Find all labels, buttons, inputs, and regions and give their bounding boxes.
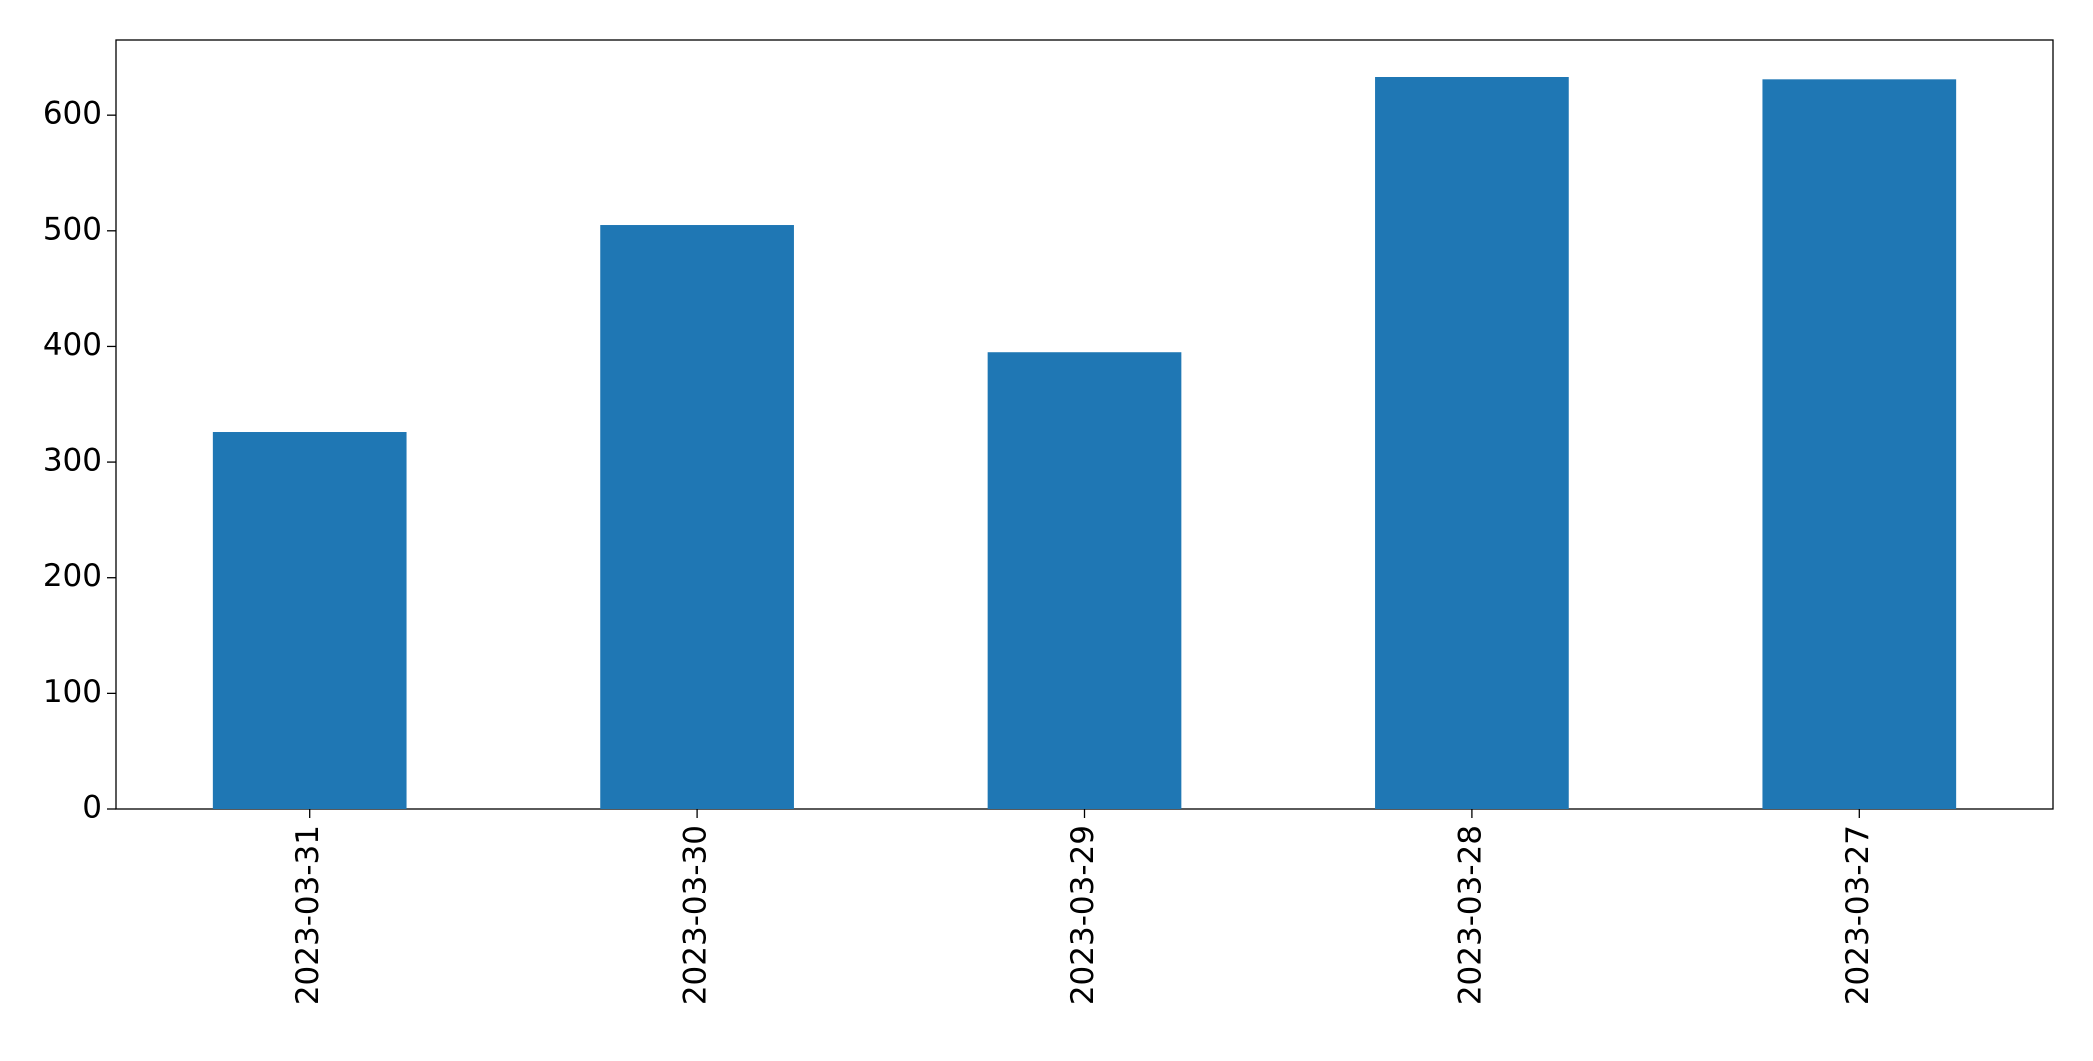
- bar: [600, 225, 794, 809]
- bar: [212, 432, 407, 809]
- y-tick-label: 600: [43, 96, 102, 132]
- x-tick-label: 2023-03-28: [1452, 825, 1488, 1005]
- bar: [1762, 79, 1957, 810]
- x-tick-label: 2023-03-27: [1840, 825, 1876, 1005]
- y-tick-label: 300: [43, 443, 102, 479]
- y-tick-label: 0: [82, 790, 102, 826]
- x-tick-label: 2023-03-29: [1065, 825, 1101, 1005]
- y-tick-label: 400: [43, 327, 102, 363]
- y-tick-label: 100: [43, 674, 102, 710]
- x-tick-label: 2023-03-30: [678, 825, 714, 1005]
- y-tick-label: 200: [43, 558, 102, 594]
- bar: [987, 352, 1182, 809]
- bar: [1375, 77, 1569, 809]
- y-tick-label: 500: [43, 211, 102, 247]
- x-tick-label: 2023-03-31: [290, 825, 326, 1005]
